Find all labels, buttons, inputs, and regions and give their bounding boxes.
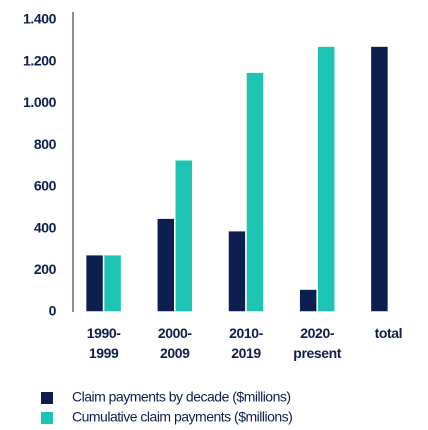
legend-label: Cumulative claim payments ($millions)	[72, 409, 292, 425]
bar	[102, 253, 123, 313]
legend-swatch	[41, 412, 53, 424]
x-tick-label: 2020-present	[293, 325, 342, 361]
y-tick-label: 800	[34, 136, 57, 152]
y-tick-label: 200	[34, 261, 57, 277]
y-tick-label: 600	[34, 178, 57, 194]
x-tick-label: 2010-2019	[229, 325, 264, 361]
x-tick-label: 2000-2009	[158, 325, 193, 361]
bar	[369, 45, 390, 313]
bar	[245, 71, 265, 313]
bar	[156, 217, 176, 313]
y-tick-label: 400	[34, 219, 57, 235]
y-tick-label: 1.400	[23, 11, 57, 27]
y-tick-label: 0	[49, 303, 57, 319]
legend-label: Claim payments by decade ($millions)	[72, 389, 291, 405]
bar	[316, 45, 336, 313]
bar	[174, 158, 194, 313]
x-tick-label: total	[375, 325, 403, 341]
y-tick-label: 1.200	[23, 52, 57, 68]
bar	[227, 229, 247, 313]
legend-swatch	[41, 392, 53, 404]
y-tick-label: 1.000	[23, 94, 57, 110]
bar	[84, 253, 105, 313]
bar	[298, 288, 318, 313]
x-tick-label: 1990-1999	[87, 325, 122, 361]
